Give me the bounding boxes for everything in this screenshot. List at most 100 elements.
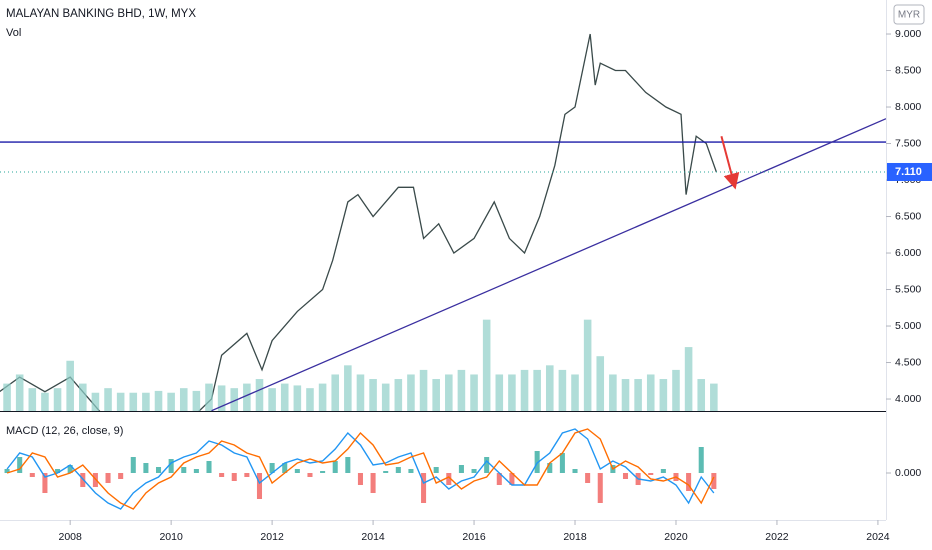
histogram-bar <box>168 459 174 473</box>
volume-bar <box>217 385 226 411</box>
histogram-bar <box>686 473 692 491</box>
histogram-bar <box>332 461 338 473</box>
histogram-bar <box>698 447 704 473</box>
volume-label: Vol <box>6 27 21 39</box>
volume-bar <box>407 374 415 411</box>
histogram-bar <box>55 469 61 473</box>
volume-bar <box>596 356 605 411</box>
volume-bar <box>710 383 718 411</box>
histogram-bar <box>496 473 502 485</box>
histogram-bar <box>711 473 717 489</box>
currency[interactable]: MYR <box>898 10 920 21</box>
volume-bar <box>495 374 504 411</box>
histogram-bar <box>294 469 300 473</box>
volume-bar <box>571 374 579 411</box>
histogram-bar <box>357 473 363 485</box>
macd-line <box>6 428 715 510</box>
histogram-bar <box>547 463 553 473</box>
volume-bar <box>104 388 112 411</box>
volume-bar <box>255 379 264 411</box>
histogram-bar <box>143 463 149 473</box>
macd-title: MACD (12, 26, close, 9) <box>6 425 123 437</box>
volume-bar <box>28 388 37 411</box>
volume-bar <box>470 374 478 411</box>
histogram-bar <box>105 473 111 483</box>
x-tick-label: 2018 <box>563 531 587 543</box>
volume-bar <box>318 383 327 411</box>
volume-bar <box>520 369 529 411</box>
volume-bar <box>432 379 440 411</box>
volume-bar <box>659 379 668 411</box>
chart-title: MALAYAN BANKING BHD, 1W, MYX <box>6 8 196 20</box>
price-line <box>0 33 717 411</box>
x-tick-label: 2022 <box>765 531 789 543</box>
histogram-bar <box>395 467 401 473</box>
last-price-badge <box>887 162 932 181</box>
macd-pane <box>4 428 717 510</box>
volume-bar <box>280 383 289 411</box>
volume-bar <box>154 390 163 411</box>
last-price-label: 7.110 <box>895 166 922 178</box>
volume-bar <box>621 379 630 411</box>
volume-bar <box>457 369 466 411</box>
histogram-bar <box>29 473 35 477</box>
volume-bar <box>609 374 617 411</box>
volume-bar <box>356 374 365 411</box>
volume-bar <box>558 369 567 411</box>
histogram-bar <box>130 457 136 473</box>
axes: 9.0008.5008.0007.5007.0006.5006.0005.500… <box>58 28 932 543</box>
histogram-bar <box>370 473 376 493</box>
volume-bar <box>508 374 516 411</box>
histogram-bar <box>572 469 578 473</box>
histogram-bar <box>307 473 313 477</box>
histogram-bar <box>193 469 199 473</box>
volume-bar <box>331 374 340 411</box>
volume-bar <box>672 369 680 411</box>
y-tick-label: 8.500 <box>895 64 921 76</box>
currency-badge[interactable] <box>893 4 925 25</box>
x-tick-label: 2020 <box>664 531 688 543</box>
y-tick-label: 4.000 <box>895 393 921 405</box>
histogram-bar <box>383 471 389 473</box>
histogram-bar <box>622 473 629 479</box>
volume-bar <box>41 392 49 411</box>
volume-bar <box>293 385 302 411</box>
histogram-bar <box>269 463 275 473</box>
histogram-bar <box>421 473 427 503</box>
arrow <box>720 135 740 190</box>
volume-bar <box>53 388 62 411</box>
histogram-bar <box>458 465 464 473</box>
volume-bar <box>66 360 74 411</box>
histogram-bar <box>484 457 490 473</box>
y-tick-label: 6.500 <box>895 210 921 222</box>
histogram-bar <box>471 469 477 473</box>
volume-bar <box>419 369 428 411</box>
y-tick-label: 9.000 <box>895 28 921 40</box>
histogram-bar <box>648 473 654 475</box>
volume-bar <box>482 319 491 411</box>
volume-bar <box>583 319 592 411</box>
volume-bar <box>268 388 276 411</box>
histogram-bar <box>282 463 288 473</box>
x-tick-label: 2008 <box>58 531 82 543</box>
histogram-bar <box>206 461 212 473</box>
volume-bar <box>243 383 251 411</box>
y-tick-label: 5.000 <box>895 320 921 332</box>
histogram-bar <box>155 467 162 473</box>
histogram-bar <box>256 473 263 499</box>
histogram-bar <box>509 473 515 485</box>
x-tick-label: 2024 <box>866 531 890 543</box>
histogram-bar <box>446 473 452 485</box>
histogram-bar <box>219 473 225 477</box>
histogram-bar <box>408 469 414 473</box>
y-tick-label: 7.500 <box>895 137 921 149</box>
volume-bar <box>684 347 693 411</box>
y-tick-label: 8.000 <box>895 101 921 113</box>
volume-bar <box>129 392 138 411</box>
histogram-bar <box>433 467 439 473</box>
macd-line <box>6 428 715 510</box>
histogram-bar <box>660 469 666 473</box>
volume-bar <box>116 392 125 411</box>
